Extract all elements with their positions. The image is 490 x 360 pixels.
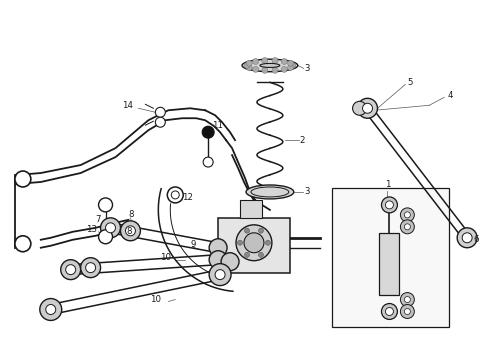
Text: 3: 3 <box>305 64 310 73</box>
Circle shape <box>244 233 264 253</box>
Text: 4: 4 <box>447 91 453 100</box>
Text: 7: 7 <box>96 215 101 224</box>
Text: 14: 14 <box>122 101 133 110</box>
Circle shape <box>209 251 227 269</box>
Circle shape <box>172 191 179 199</box>
Circle shape <box>457 228 477 248</box>
Circle shape <box>382 197 397 213</box>
Circle shape <box>288 65 294 71</box>
Circle shape <box>46 305 56 315</box>
Circle shape <box>15 171 31 187</box>
Circle shape <box>290 62 296 68</box>
Circle shape <box>86 263 96 273</box>
Circle shape <box>262 58 268 63</box>
Circle shape <box>400 220 415 234</box>
Ellipse shape <box>260 63 280 67</box>
Circle shape <box>281 66 287 72</box>
Circle shape <box>462 233 472 243</box>
Circle shape <box>358 98 377 118</box>
Circle shape <box>245 228 249 233</box>
Bar <box>240 200 262 218</box>
Text: 3: 3 <box>305 188 310 197</box>
Circle shape <box>400 305 415 319</box>
Circle shape <box>244 62 250 68</box>
Bar <box>218 218 290 273</box>
Circle shape <box>155 117 165 127</box>
Circle shape <box>40 298 62 320</box>
Circle shape <box>272 58 278 63</box>
Circle shape <box>209 264 231 285</box>
Circle shape <box>246 60 252 66</box>
Circle shape <box>400 293 415 306</box>
Circle shape <box>288 60 294 66</box>
Circle shape <box>246 65 252 71</box>
Circle shape <box>404 297 410 302</box>
Text: 10: 10 <box>160 253 172 262</box>
Circle shape <box>281 59 287 64</box>
Circle shape <box>245 252 249 257</box>
Circle shape <box>236 225 272 261</box>
Circle shape <box>215 270 225 280</box>
Text: 11: 11 <box>212 121 223 130</box>
Circle shape <box>386 201 393 209</box>
Text: 9: 9 <box>190 240 196 249</box>
Circle shape <box>81 258 100 278</box>
Ellipse shape <box>242 59 298 72</box>
Circle shape <box>209 239 227 257</box>
Text: 5: 5 <box>407 78 413 87</box>
Circle shape <box>258 252 264 257</box>
Text: 12: 12 <box>182 193 193 202</box>
Circle shape <box>262 67 268 73</box>
Circle shape <box>272 67 278 73</box>
Text: 8: 8 <box>126 227 132 236</box>
Text: 1: 1 <box>385 180 390 189</box>
Circle shape <box>400 208 415 222</box>
Text: 6: 6 <box>473 235 479 244</box>
Circle shape <box>125 226 135 236</box>
Circle shape <box>66 265 75 275</box>
Circle shape <box>382 303 397 319</box>
Circle shape <box>221 253 239 271</box>
Circle shape <box>404 212 410 218</box>
Circle shape <box>98 198 113 212</box>
Circle shape <box>386 307 393 315</box>
Text: 8: 8 <box>128 210 134 219</box>
Circle shape <box>404 224 410 230</box>
Circle shape <box>253 66 259 72</box>
Bar <box>332 188 449 328</box>
Circle shape <box>121 221 141 241</box>
Text: 10: 10 <box>150 295 161 304</box>
Circle shape <box>105 223 116 233</box>
Circle shape <box>253 59 259 64</box>
Circle shape <box>238 240 243 245</box>
Circle shape <box>203 157 213 167</box>
Circle shape <box>353 101 367 115</box>
Circle shape <box>202 126 214 138</box>
Circle shape <box>266 240 270 245</box>
Circle shape <box>258 228 264 233</box>
Text: 2: 2 <box>300 136 305 145</box>
Bar <box>379 233 399 294</box>
Ellipse shape <box>246 185 294 199</box>
Circle shape <box>61 260 81 280</box>
Circle shape <box>98 230 113 244</box>
Circle shape <box>167 187 183 203</box>
Text: 13: 13 <box>86 225 97 234</box>
Circle shape <box>155 107 165 117</box>
Circle shape <box>404 309 410 315</box>
Circle shape <box>363 103 372 113</box>
Circle shape <box>100 218 121 238</box>
Circle shape <box>15 236 31 252</box>
